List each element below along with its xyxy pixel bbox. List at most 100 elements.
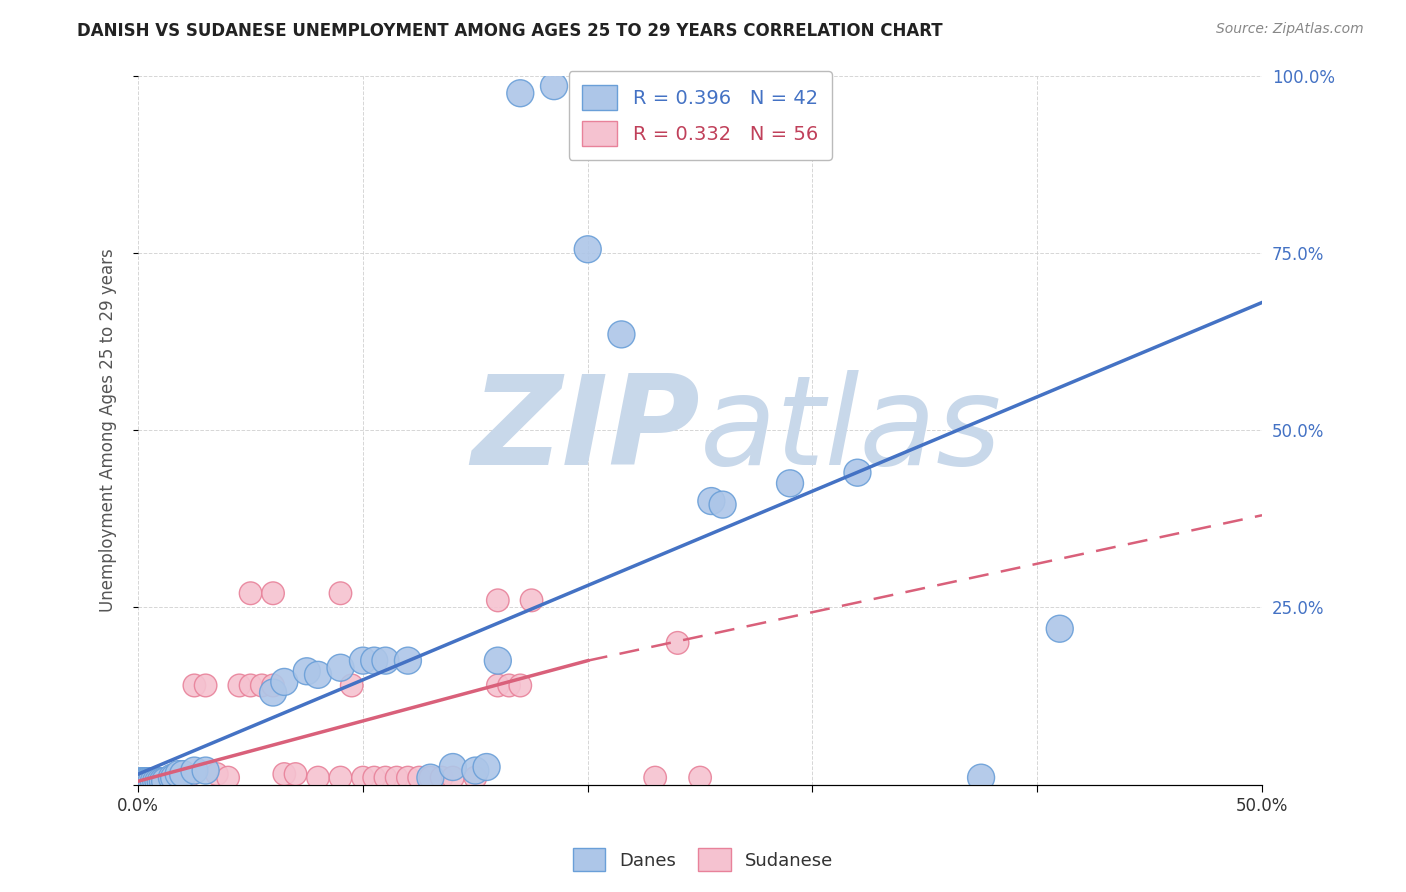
Ellipse shape xyxy=(148,770,170,793)
Ellipse shape xyxy=(228,674,250,697)
Legend: R = 0.396   N = 42, R = 0.332   N = 56: R = 0.396 N = 42, R = 0.332 N = 56 xyxy=(568,71,831,160)
Ellipse shape xyxy=(165,770,187,793)
Ellipse shape xyxy=(464,766,486,789)
Ellipse shape xyxy=(160,764,187,791)
Ellipse shape xyxy=(328,654,354,681)
Ellipse shape xyxy=(395,648,422,674)
Ellipse shape xyxy=(374,766,396,789)
Ellipse shape xyxy=(419,766,441,789)
Ellipse shape xyxy=(441,766,464,789)
Ellipse shape xyxy=(170,770,193,793)
Ellipse shape xyxy=(205,763,228,786)
Ellipse shape xyxy=(152,770,174,793)
Ellipse shape xyxy=(181,757,208,784)
Ellipse shape xyxy=(329,766,352,789)
Ellipse shape xyxy=(418,764,444,791)
Ellipse shape xyxy=(149,768,176,795)
Ellipse shape xyxy=(145,770,167,793)
Ellipse shape xyxy=(138,770,160,793)
Ellipse shape xyxy=(363,766,385,789)
Ellipse shape xyxy=(352,766,374,789)
Ellipse shape xyxy=(644,766,666,789)
Ellipse shape xyxy=(430,766,453,789)
Text: atlas: atlas xyxy=(700,369,1002,491)
Ellipse shape xyxy=(134,768,160,795)
Ellipse shape xyxy=(141,768,167,795)
Text: Source: ZipAtlas.com: Source: ZipAtlas.com xyxy=(1216,22,1364,37)
Ellipse shape xyxy=(141,770,163,793)
Ellipse shape xyxy=(271,668,298,696)
Ellipse shape xyxy=(498,674,520,697)
Ellipse shape xyxy=(129,770,152,793)
Ellipse shape xyxy=(373,648,399,674)
Ellipse shape xyxy=(148,768,174,795)
Ellipse shape xyxy=(165,761,193,788)
Ellipse shape xyxy=(294,657,321,685)
Ellipse shape xyxy=(156,770,179,793)
Ellipse shape xyxy=(329,582,352,605)
Ellipse shape xyxy=(136,768,163,795)
Ellipse shape xyxy=(153,770,176,793)
Ellipse shape xyxy=(167,770,190,793)
Ellipse shape xyxy=(540,72,568,100)
Ellipse shape xyxy=(1046,615,1073,642)
Ellipse shape xyxy=(440,754,467,780)
Ellipse shape xyxy=(574,235,602,263)
Ellipse shape xyxy=(776,470,803,497)
Ellipse shape xyxy=(193,757,219,784)
Ellipse shape xyxy=(183,674,205,697)
Ellipse shape xyxy=(967,764,994,791)
Ellipse shape xyxy=(350,648,377,674)
Ellipse shape xyxy=(484,648,512,674)
Ellipse shape xyxy=(142,768,170,795)
Ellipse shape xyxy=(160,770,183,793)
Ellipse shape xyxy=(273,763,295,786)
Ellipse shape xyxy=(176,766,198,789)
Ellipse shape xyxy=(134,770,156,793)
Ellipse shape xyxy=(131,770,153,793)
Ellipse shape xyxy=(217,766,239,789)
Ellipse shape xyxy=(284,763,307,786)
Ellipse shape xyxy=(136,770,159,793)
Ellipse shape xyxy=(250,674,273,697)
Ellipse shape xyxy=(666,632,689,654)
Ellipse shape xyxy=(129,768,156,795)
Legend: Danes, Sudanese: Danes, Sudanese xyxy=(565,841,841,879)
Y-axis label: Unemployment Among Ages 25 to 29 years: Unemployment Among Ages 25 to 29 years xyxy=(100,248,117,612)
Ellipse shape xyxy=(239,582,262,605)
Ellipse shape xyxy=(307,766,329,789)
Ellipse shape xyxy=(145,768,172,795)
Ellipse shape xyxy=(509,674,531,697)
Ellipse shape xyxy=(520,589,543,612)
Ellipse shape xyxy=(697,488,725,515)
Ellipse shape xyxy=(172,770,194,793)
Ellipse shape xyxy=(152,768,179,795)
Ellipse shape xyxy=(159,764,186,791)
Ellipse shape xyxy=(486,589,509,612)
Ellipse shape xyxy=(138,768,165,795)
Text: DANISH VS SUDANESE UNEMPLOYMENT AMONG AGES 25 TO 29 YEARS CORRELATION CHART: DANISH VS SUDANESE UNEMPLOYMENT AMONG AG… xyxy=(77,22,943,40)
Ellipse shape xyxy=(127,768,153,795)
Ellipse shape xyxy=(607,321,636,348)
Text: ZIP: ZIP xyxy=(471,369,700,491)
Ellipse shape xyxy=(844,459,870,486)
Ellipse shape xyxy=(340,674,363,697)
Ellipse shape xyxy=(131,768,159,795)
Ellipse shape xyxy=(262,582,284,605)
Ellipse shape xyxy=(163,770,186,793)
Ellipse shape xyxy=(506,79,534,107)
Ellipse shape xyxy=(689,766,711,789)
Ellipse shape xyxy=(709,491,737,518)
Ellipse shape xyxy=(385,766,408,789)
Ellipse shape xyxy=(194,674,217,697)
Ellipse shape xyxy=(239,674,262,697)
Ellipse shape xyxy=(361,648,388,674)
Ellipse shape xyxy=(396,766,419,789)
Ellipse shape xyxy=(408,766,430,789)
Ellipse shape xyxy=(305,661,332,689)
Ellipse shape xyxy=(127,770,149,793)
Ellipse shape xyxy=(142,770,165,793)
Ellipse shape xyxy=(170,761,197,788)
Ellipse shape xyxy=(461,757,489,784)
Ellipse shape xyxy=(260,679,287,706)
